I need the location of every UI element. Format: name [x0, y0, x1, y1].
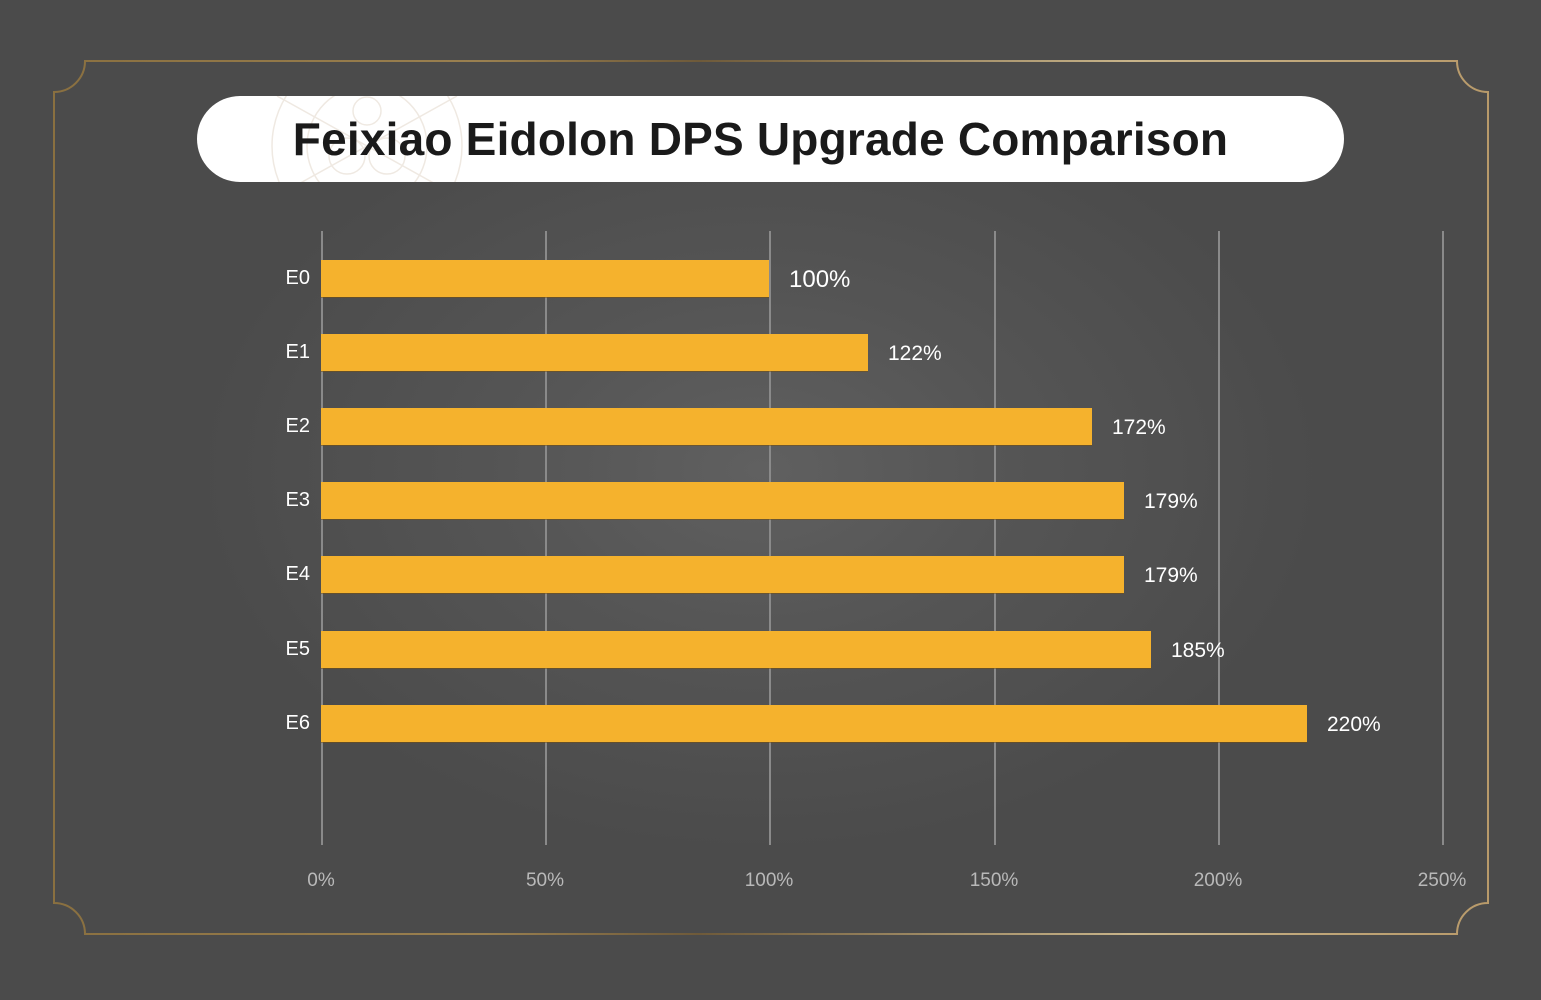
x-tick-label: 200%	[1193, 870, 1243, 891]
chart-title: Feixiao Eidolon DPS Upgrade Comparison	[292, 113, 1229, 165]
bar-e1	[321, 334, 868, 371]
category-label: E6	[285, 712, 310, 734]
value-label: 122%	[888, 342, 942, 365]
gridline-150	[994, 231, 996, 845]
category-label: E2	[285, 415, 310, 437]
gridline-0	[321, 231, 323, 845]
gridline-100	[769, 231, 771, 845]
bar-e4	[321, 556, 1124, 593]
value-label: 220%	[1327, 713, 1381, 736]
category-label: E1	[285, 341, 310, 363]
gridline-250	[1442, 231, 1444, 845]
category-label: E5	[285, 638, 310, 660]
bar-e5	[321, 631, 1151, 668]
category-label: E0	[285, 267, 310, 289]
x-tick-label: 250%	[1417, 870, 1467, 891]
x-tick-label: 100%	[744, 870, 794, 891]
value-label: 179%	[1144, 490, 1198, 513]
gridline-50	[545, 231, 547, 845]
value-label: 100%	[789, 266, 851, 293]
category-label: E3	[285, 489, 310, 511]
x-tick-label: 150%	[969, 870, 1019, 891]
category-label: E4	[285, 563, 310, 585]
title-banner: Feixiao Eidolon DPS Upgrade Comparison	[197, 96, 1344, 182]
x-tick-label: 0%	[307, 870, 335, 891]
x-tick-label: 50%	[525, 870, 565, 891]
gridline-200	[1218, 231, 1220, 845]
value-label: 179%	[1144, 564, 1198, 587]
bar-e0	[321, 260, 769, 297]
ornament-watermark-icon	[271, 96, 463, 182]
bar-e6	[321, 705, 1307, 742]
bar-e2	[321, 408, 1092, 445]
value-label: 172%	[1112, 416, 1166, 439]
value-label: 185%	[1171, 639, 1225, 662]
bar-e3	[321, 482, 1124, 519]
